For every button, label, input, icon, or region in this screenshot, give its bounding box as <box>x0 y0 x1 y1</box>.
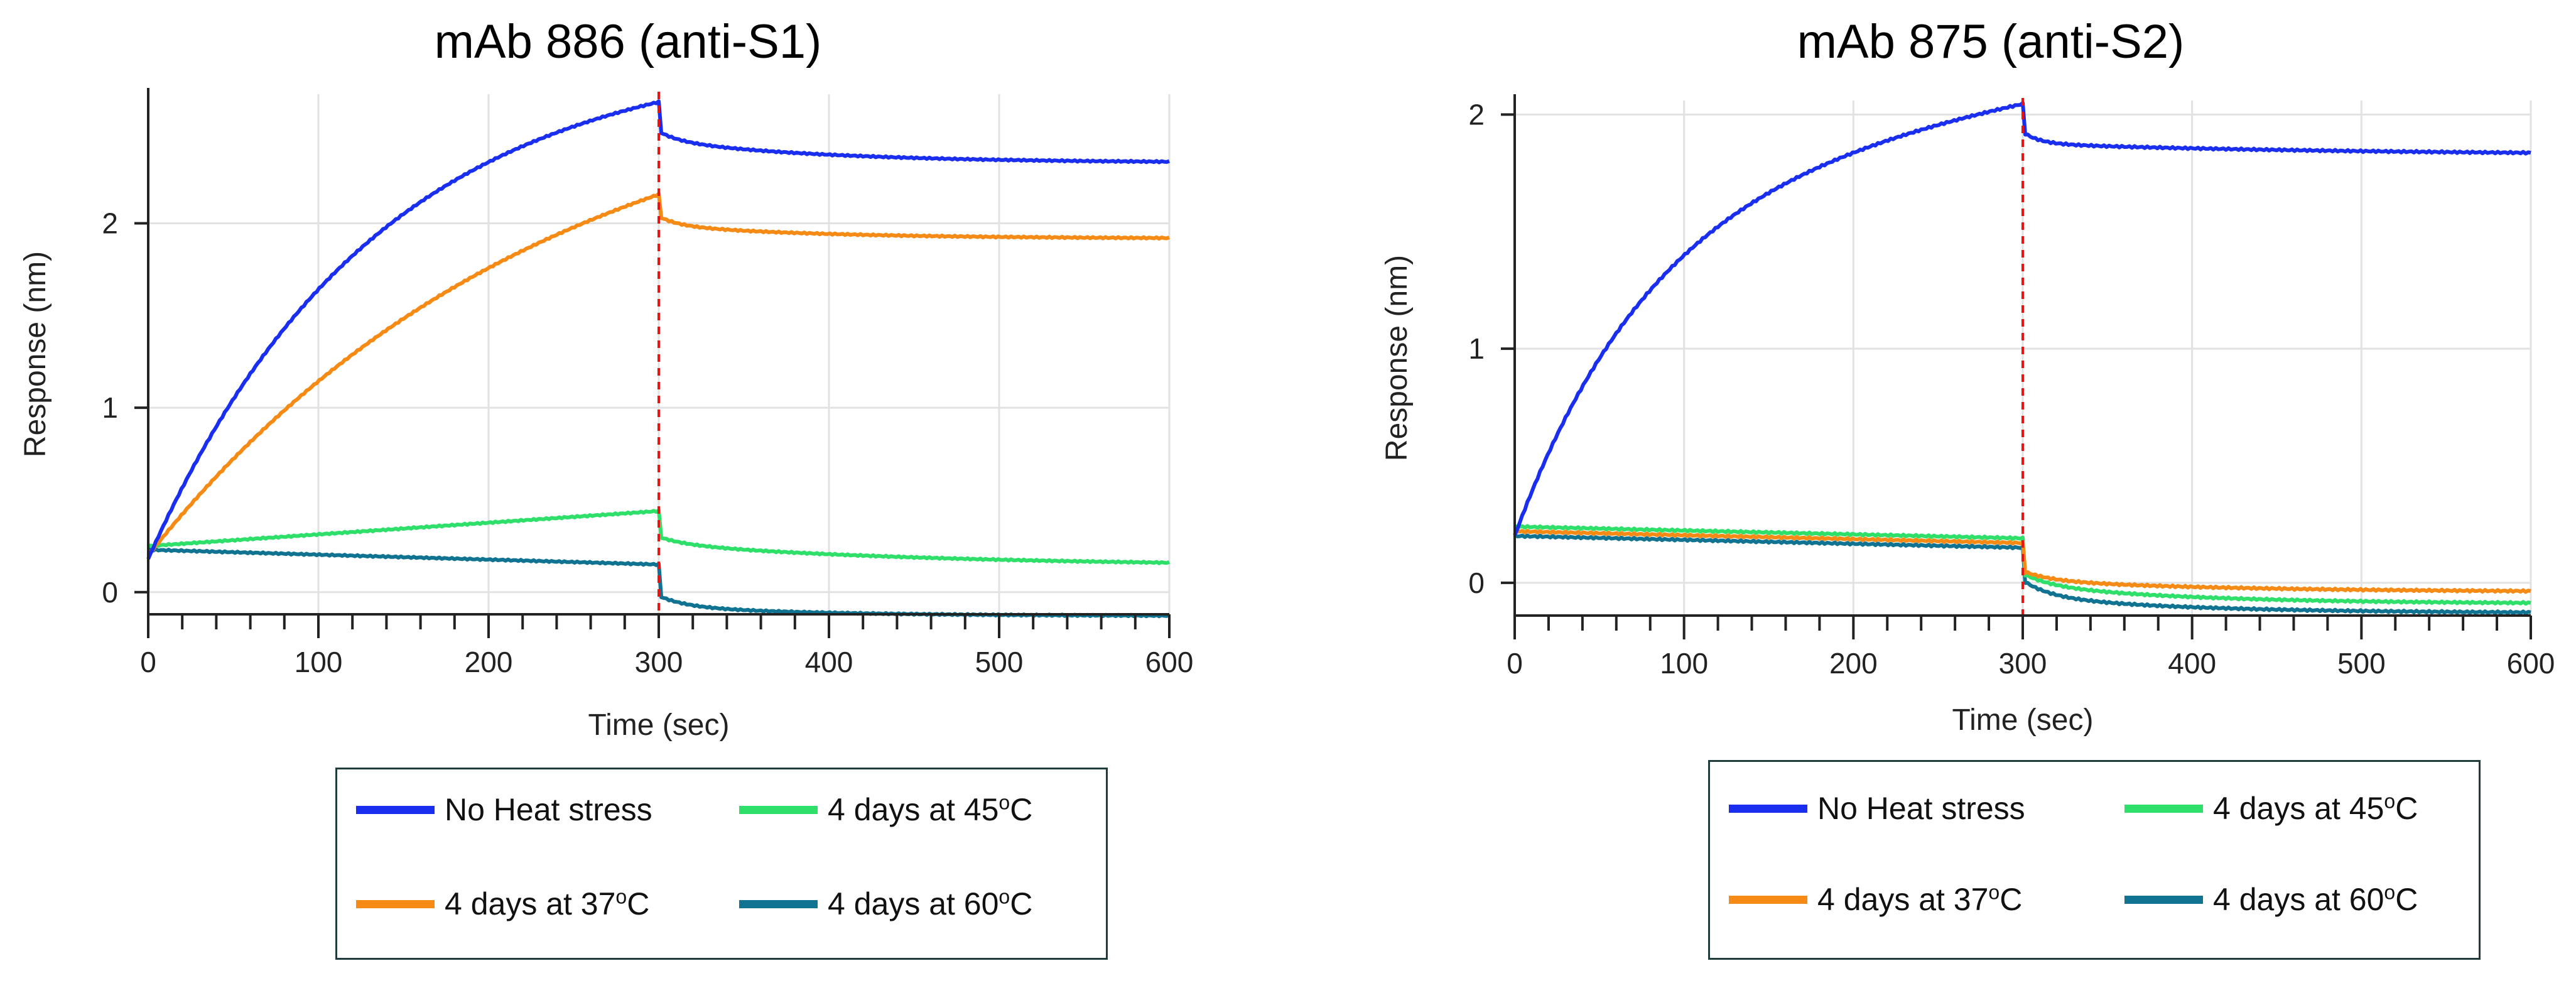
legend-item-60c: 4 days at 60oC <box>739 886 1032 922</box>
chart-2: 0 100 200 300 400 500 600 0 1 2 mAb 875 (anti-S2) T… <box>1380 15 2555 737</box>
legend-item-60c: 4 days at 60oC <box>2124 881 2418 918</box>
legend-right: No Heat stress 4 days at 45oC 4 days at … <box>1708 760 2481 960</box>
legend-item-45c: 4 days at 45oC <box>739 791 1032 828</box>
legend-swatch <box>356 899 435 908</box>
y-tick-label: 2 <box>102 207 118 240</box>
chart-1: 0 100 200 300 400 500 600 0 1 2 mAb 886 (anti-S1) T… <box>19 15 1193 742</box>
chart-title: mAb 886 (anti-S1) <box>435 15 822 68</box>
series-line <box>1513 524 2531 606</box>
x-axis-label: Time (sec) <box>1952 703 2094 737</box>
x-tick-label: 200 <box>1829 647 1878 680</box>
legend-item-no-heat: No Heat stress <box>1729 790 2025 827</box>
legend-swatch <box>1729 895 1807 904</box>
y-tick-label: 2 <box>1468 98 1485 131</box>
legend-item-45c: 4 days at 45oC <box>2124 790 2418 827</box>
legend-item-no-heat: No Heat stress <box>356 791 652 828</box>
y-axis-label: Response (nm) <box>19 251 52 457</box>
x-axis-label: Time (sec) <box>588 709 730 742</box>
legend-label: 4 days at 37oC <box>445 885 650 921</box>
legend-left: No Heat stress 4 days at 45oC 4 days at … <box>335 768 1108 960</box>
y-tick-label: 1 <box>102 391 118 424</box>
legend-label: No Heat stress <box>1817 791 2025 826</box>
legend-label: 4 days at 45oC <box>828 791 1033 827</box>
x-tick-label: 0 <box>140 646 156 678</box>
y-tick-label: 0 <box>1468 567 1485 599</box>
x-tick-label: 600 <box>1145 646 1194 678</box>
legend-label: No Heat stress <box>445 792 652 827</box>
x-tick-label: 400 <box>2168 647 2216 680</box>
x-tick-label: 600 <box>2507 647 2555 680</box>
legend-swatch <box>2124 895 2203 904</box>
series-line <box>146 99 1170 560</box>
legend-item-37c: 4 days at 37oC <box>1729 881 2022 918</box>
x-tick-label: 0 <box>1507 647 1523 680</box>
x-tick-label: 100 <box>295 646 343 678</box>
legend-swatch <box>1729 804 1807 813</box>
legend-label: 4 days at 60oC <box>828 885 1033 921</box>
x-tick-label: 400 <box>805 646 853 678</box>
legend-swatch <box>739 805 818 814</box>
legend-swatch <box>356 805 435 814</box>
x-tick-label: 100 <box>1660 647 1708 680</box>
legend-label: 4 days at 37oC <box>1817 881 2023 917</box>
x-tick-label: 500 <box>2337 647 2386 680</box>
legend-swatch <box>739 899 818 908</box>
x-tick-label: 200 <box>465 646 513 678</box>
legend-label: 4 days at 60oC <box>2213 881 2418 917</box>
chart-title: mAb 875 (anti-S2) <box>1797 15 2185 68</box>
legend-item-37c: 4 days at 37oC <box>356 886 649 922</box>
y-tick-label: 1 <box>1468 332 1485 365</box>
legend-swatch <box>2124 804 2203 813</box>
x-tick-label: 300 <box>1999 647 2047 680</box>
x-tick-label: 300 <box>635 646 683 678</box>
legend-label: 4 days at 45oC <box>2213 790 2418 826</box>
y-axis-label: Response (nm) <box>1380 255 1414 461</box>
y-tick-label: 0 <box>102 576 118 609</box>
x-tick-label: 500 <box>975 646 1024 678</box>
